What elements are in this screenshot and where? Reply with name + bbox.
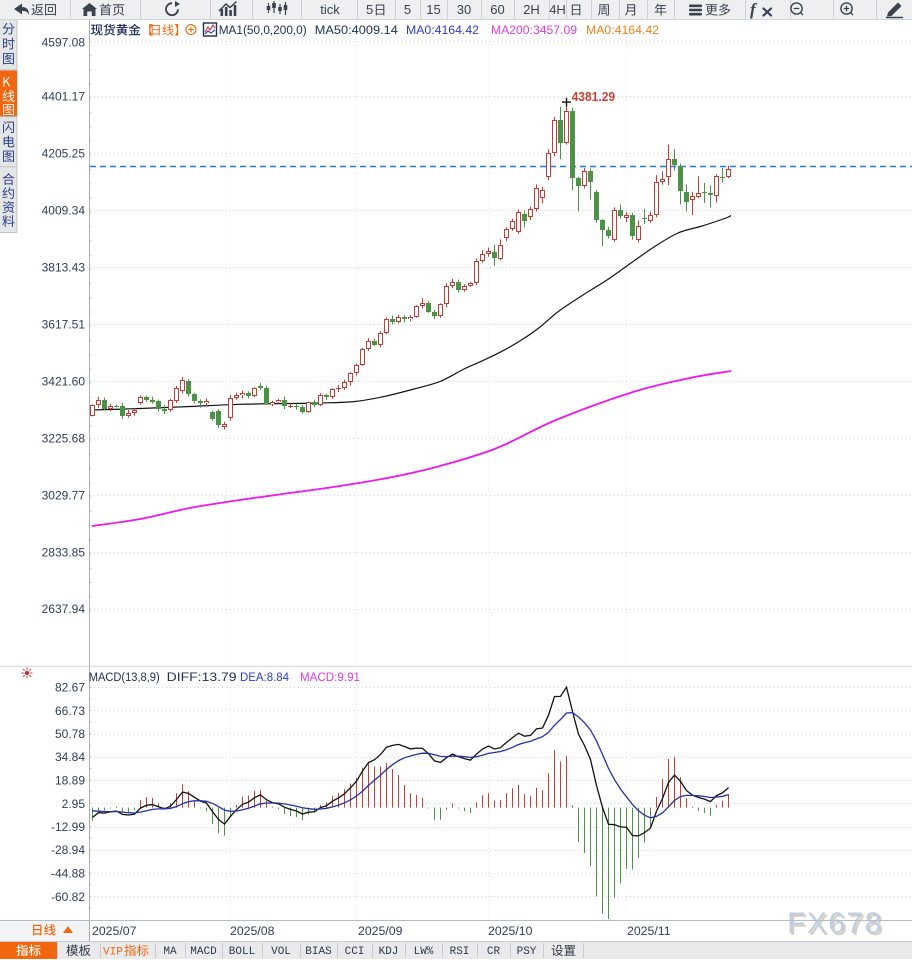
svg-text:4381.29: 4381.29 [572,90,616,104]
svg-text:-60.82: -60.82 [51,890,85,904]
svg-text:PSY: PSY [517,946,537,958]
svg-text:2833.85: 2833.85 [42,545,86,559]
svg-text:-12.99: -12.99 [51,820,85,834]
svg-text:4009.34: 4009.34 [42,204,86,218]
svg-text:DEA:8.84: DEA:8.84 [240,670,289,684]
svg-text:MA0:4164.42: MA0:4164.42 [406,23,479,37]
svg-text:MACD: MACD [190,946,217,958]
svg-text:RSI: RSI [450,946,470,958]
svg-text:MA1(50,0,200,0): MA1(50,0,200,0) [219,23,307,37]
svg-text:66.73: 66.73 [55,704,85,718]
svg-text:BIAS: BIAS [305,946,332,958]
svg-text:5: 5 [366,2,373,17]
svg-text:60: 60 [490,2,504,17]
svg-text:2H: 2H [523,2,540,17]
svg-text:2025/07: 2025/07 [92,924,137,938]
svg-text:2.95: 2.95 [62,797,86,811]
svg-text:2025/08: 2025/08 [230,924,275,938]
svg-text:KDJ: KDJ [379,946,399,958]
svg-text:82.67: 82.67 [55,681,85,695]
svg-text:2025/10: 2025/10 [488,924,533,938]
svg-text:4H: 4H [549,2,566,17]
svg-text:2637.94: 2637.94 [42,602,86,616]
svg-text:MA200:3457.09: MA200:3457.09 [491,23,577,37]
svg-text:VIP: VIP [103,947,123,959]
svg-text:4597.08: 4597.08 [42,35,86,49]
svg-text:MA0:4164.42: MA0:4164.42 [586,23,659,37]
svg-text:LW%: LW% [414,946,434,958]
svg-text:2025/09: 2025/09 [358,924,403,938]
svg-text:50.78: 50.78 [55,727,85,741]
svg-text:3617.51: 3617.51 [42,318,86,332]
svg-text:MACD(13,8,9): MACD(13,8,9) [89,670,160,684]
svg-text:3813.43: 3813.43 [42,261,86,275]
svg-text:VOL: VOL [271,946,291,958]
svg-text:BOLL: BOLL [229,946,255,958]
svg-text:FX678: FX678 [787,907,883,940]
svg-text:5: 5 [404,2,411,17]
svg-text:2025/11: 2025/11 [627,924,671,938]
svg-text:MA: MA [163,946,177,958]
svg-text:f: f [750,0,758,19]
svg-text:FX678: FX678 [789,909,885,942]
svg-text:34.84: 34.84 [55,750,85,764]
svg-text:MACD:9.91: MACD:9.91 [300,670,360,684]
svg-text:4401.17: 4401.17 [42,90,86,104]
svg-text:-44.88: -44.88 [51,867,85,881]
svg-text:CR: CR [487,946,501,958]
svg-text:15: 15 [426,2,440,17]
svg-text:CCI: CCI [345,946,365,958]
svg-text:MA50:4009.14: MA50:4009.14 [315,23,398,37]
svg-text:3225.68: 3225.68 [42,431,86,445]
svg-text:3421.60: 3421.60 [42,374,86,388]
svg-text:tick: tick [320,2,340,17]
svg-text:30: 30 [457,2,471,17]
svg-text:3029.77: 3029.77 [42,488,86,502]
svg-text:DIFF:13.79: DIFF:13.79 [167,670,237,684]
svg-text:4205.25: 4205.25 [42,147,86,161]
svg-text:-28.94: -28.94 [51,843,85,857]
svg-text:18.89: 18.89 [55,774,85,788]
